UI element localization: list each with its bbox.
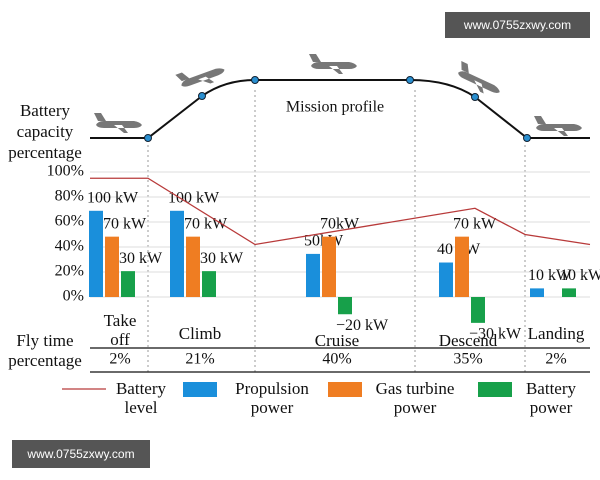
chart-title: Mission profile xyxy=(286,99,384,116)
phase-label: Descend xyxy=(438,331,498,350)
legend-label: Battery level xyxy=(115,379,167,417)
fly-time-value: 2% xyxy=(545,351,566,368)
watermark: www.0755zxwy.com xyxy=(445,12,590,38)
bar xyxy=(121,271,135,297)
bar xyxy=(105,236,119,297)
watermark: www.0755zxwy.com xyxy=(12,440,150,468)
legend-label: Gas turbine power xyxy=(375,379,455,417)
airplanes xyxy=(94,54,582,136)
value-label: 30 kW xyxy=(119,250,163,267)
bar xyxy=(89,210,103,297)
legend-swatch xyxy=(183,382,217,397)
fly-time-value: 2% xyxy=(109,351,130,368)
value-label: 100 kW xyxy=(87,189,139,206)
legend-label: Propulsion power xyxy=(235,379,309,417)
phase-label: Climb xyxy=(178,324,222,343)
legend-swatch xyxy=(328,382,362,397)
bar xyxy=(455,236,469,297)
legend-swatch xyxy=(478,382,512,397)
bar xyxy=(338,297,352,315)
mission-profile: Mission profile xyxy=(90,54,590,142)
fly-time-value: 21% xyxy=(185,351,214,368)
bar xyxy=(306,253,320,297)
fly-time-value: 40% xyxy=(322,351,351,368)
battery-line xyxy=(90,177,591,246)
bar xyxy=(562,288,576,297)
y-tick-label: 60% xyxy=(55,213,84,230)
fly-time-value: 35% xyxy=(453,351,482,368)
y-tick-label: 40% xyxy=(55,238,84,255)
profile-points xyxy=(144,76,531,142)
phase-label: Take off xyxy=(103,311,137,349)
phase-label: Cruise xyxy=(314,331,360,350)
value-label: 70kW xyxy=(320,215,360,232)
value-label: −30 kW xyxy=(469,326,522,343)
bar xyxy=(170,210,184,297)
value-label: 10 kW xyxy=(560,267,600,284)
value-label: 70 kW xyxy=(103,215,147,232)
value-label: 70 kW xyxy=(184,215,228,232)
fly-time-label: Fly time percentage xyxy=(8,331,82,370)
phase-label: Landing xyxy=(527,324,585,343)
y-tick-label: 100% xyxy=(47,163,84,180)
bar xyxy=(322,236,336,297)
bar xyxy=(530,288,544,297)
bar xyxy=(439,262,453,297)
value-label: 30 kW xyxy=(200,250,244,267)
y-tick-label: 80% xyxy=(55,188,84,205)
bar xyxy=(471,297,485,323)
y-tick-label: 20% xyxy=(55,263,84,280)
bar xyxy=(202,271,216,297)
bar xyxy=(186,236,200,297)
legend-label: Battery power xyxy=(525,379,577,417)
value-label: 70 kW xyxy=(453,215,497,232)
y-tick-label: 0% xyxy=(63,288,84,305)
value-label: 10 kW xyxy=(528,267,572,284)
value-label: −20 kW xyxy=(336,317,389,334)
phase-dividers xyxy=(147,90,526,372)
y-axis-label: Battery capacity percentage xyxy=(8,101,82,162)
value-label: 100 kW xyxy=(168,189,220,206)
